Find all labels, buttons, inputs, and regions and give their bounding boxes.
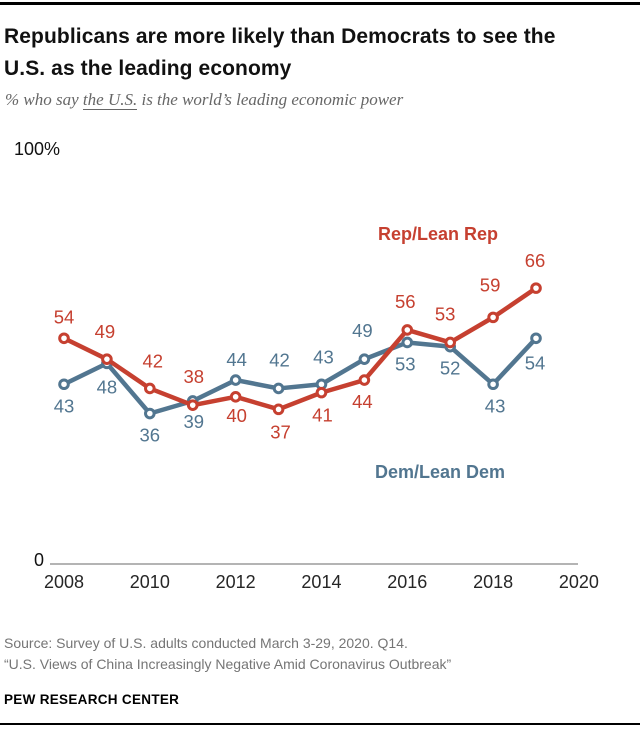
y-axis-zero-label: 0 (34, 550, 44, 570)
value-label: 43 (313, 346, 334, 367)
brand-label: PEW RESEARCH CENTER (4, 692, 180, 707)
value-label: 40 (226, 405, 247, 426)
x-tick-label: 2014 (301, 572, 341, 592)
subtitle-suffix: is the world’s leading economic power (137, 90, 404, 109)
subtitle-prefix: % who say (5, 90, 83, 109)
data-point (144, 407, 156, 420)
chart-title-line2: U.S. as the leading economy (4, 57, 292, 80)
x-tick-label: 2010 (130, 572, 170, 592)
top-rule (0, 2, 640, 5)
value-label: 41 (312, 405, 333, 426)
data-point (229, 374, 242, 386)
source-line-1: Source: Survey of U.S. adults conducted … (4, 635, 408, 651)
value-label: 54 (525, 352, 546, 373)
y-axis-top-label: 100% (14, 139, 60, 159)
data-point (101, 353, 113, 365)
series-name-label: Dem/Lean Dem (375, 462, 505, 482)
data-point (530, 332, 542, 345)
chart-title-line1: Republicans are more likely than Democra… (4, 25, 556, 48)
value-label: 42 (269, 349, 290, 370)
data-point (58, 332, 70, 345)
data-point (186, 399, 199, 411)
value-label: 36 (140, 425, 161, 446)
value-label: 38 (183, 366, 204, 387)
value-label: 39 (183, 411, 204, 432)
value-label: 52 (440, 358, 461, 379)
value-label: 44 (226, 349, 247, 370)
data-point (229, 391, 242, 403)
source-line-2: “U.S. Views of China Increasingly Negati… (4, 656, 452, 672)
bottom-rule (0, 723, 640, 725)
data-point (144, 382, 156, 395)
x-tick-label: 2018 (473, 572, 513, 592)
data-point (487, 378, 499, 391)
x-tick-label: 2012 (216, 572, 256, 592)
data-point (487, 311, 499, 324)
footer: Source: Survey of U.S. adults conducted … (4, 633, 636, 707)
value-label: 49 (95, 321, 116, 342)
data-point (530, 282, 542, 294)
data-point (401, 324, 414, 336)
value-label: 43 (54, 395, 75, 416)
value-label: 53 (435, 303, 456, 324)
x-tick-label: 2016 (387, 572, 427, 592)
x-tick-label: 2020 (559, 572, 599, 592)
data-point (272, 403, 285, 416)
value-label: 49 (352, 320, 373, 341)
chart-subtitle: % who say the U.S. is the world’s leadin… (5, 90, 635, 110)
data-point (444, 336, 456, 349)
chart-title: Republicans are more likely than Democra… (4, 21, 636, 85)
value-label: 42 (143, 350, 164, 371)
data-point (358, 374, 371, 386)
data-point (401, 336, 414, 349)
value-label: 43 (485, 395, 506, 416)
series-line (61, 336, 539, 416)
value-label: 56 (395, 291, 416, 312)
series-line (61, 285, 539, 412)
value-label: 59 (480, 274, 501, 295)
value-label: 66 (525, 250, 546, 271)
subtitle-underlined: the U.S. (82, 90, 138, 110)
data-point (315, 386, 328, 399)
value-label: 44 (352, 391, 373, 412)
value-label: 37 (270, 421, 291, 442)
value-label: 53 (395, 353, 416, 374)
x-tick-label: 2008 (44, 572, 84, 592)
data-point (58, 378, 70, 391)
value-label: 54 (54, 306, 75, 327)
data-point (272, 382, 285, 395)
data-point (358, 353, 371, 365)
value-label: 48 (97, 376, 118, 397)
series-name-label: Rep/Lean Rep (378, 224, 498, 244)
